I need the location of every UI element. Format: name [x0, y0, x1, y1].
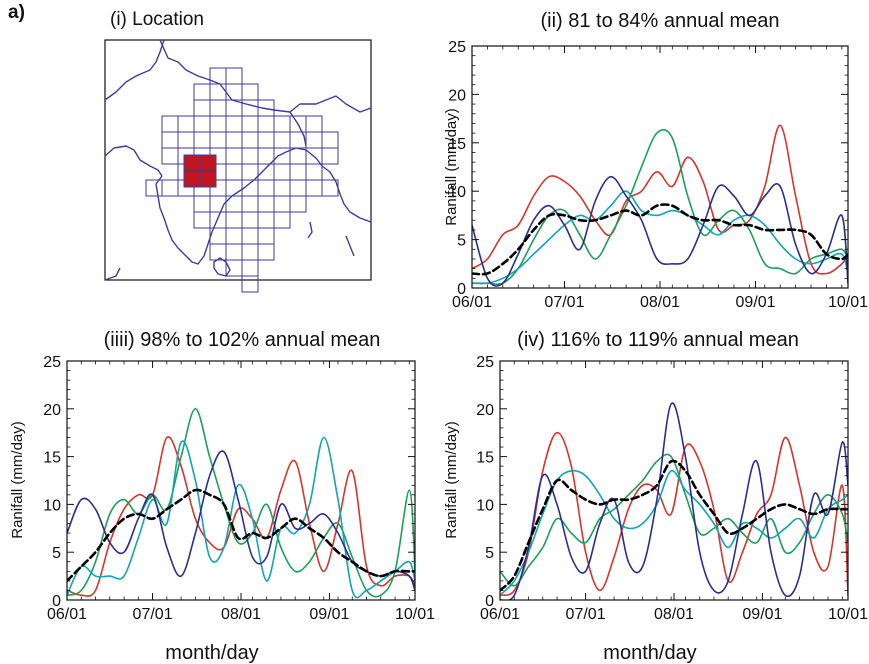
- x-axis-label-iii: month/day: [165, 642, 258, 664]
- selected-grid-box: [199, 154, 217, 172]
- y-tick-label: 15: [476, 450, 494, 467]
- grid-box: [241, 275, 259, 293]
- x-tick-label: 10/01: [395, 606, 435, 623]
- grid-box: [257, 243, 275, 261]
- coastline-path: [104, 145, 163, 177]
- plot-frame: [471, 45, 849, 289]
- y-tick-label: 0: [52, 593, 61, 610]
- y-tick-label: 20: [448, 87, 466, 104]
- chart-title: (ii) 81 to 84% annual mean: [540, 10, 779, 32]
- grid-box: [289, 195, 307, 213]
- coastline-map: [104, 39, 372, 281]
- coastline-path: [104, 267, 121, 281]
- series-line-navy: [500, 402, 848, 600]
- grid-box: [321, 179, 339, 197]
- x-tick-label: 07/01: [133, 606, 173, 623]
- x-tick-label: 10/01: [828, 294, 868, 311]
- y-tick-label: 15: [43, 450, 61, 467]
- x-tick-label: 08/01: [640, 294, 680, 311]
- y-tick-label: 25: [476, 354, 494, 371]
- y-tick-label: 15: [448, 136, 466, 153]
- x-tick-label: 07/01: [566, 606, 606, 623]
- series-group: [472, 124, 848, 287]
- y-axis-label: Ranifall (mm/day): [443, 421, 460, 539]
- y-axis-label: Ranifall (mm/day): [9, 421, 26, 539]
- series-line-green: [67, 408, 415, 598]
- y-tick-label: 0: [485, 593, 494, 610]
- x-tick-label: 08/01: [654, 606, 694, 623]
- panel-tag: a): [8, 2, 25, 23]
- x-tick-label: 06/01: [480, 606, 520, 623]
- series-line-teal: [472, 190, 848, 285]
- grid-box: [305, 115, 323, 133]
- x-tick-label: 09/01: [309, 606, 349, 623]
- x-tick-label: 07/01: [544, 294, 584, 311]
- y-tick-label: 5: [457, 233, 466, 250]
- selected-grid-box: [183, 154, 201, 172]
- x-tick-label: 08/01: [221, 606, 261, 623]
- plot-frame: [66, 360, 416, 601]
- series-line-red: [472, 124, 848, 275]
- chart-title: (iiii) 98% to 102% annual mean: [104, 329, 381, 351]
- y-tick-label: 0: [457, 281, 466, 298]
- series-line-mean: [472, 203, 848, 276]
- y-axis-label: Ranifall (mm/day): [443, 108, 460, 226]
- y-tick-label: 20: [476, 402, 494, 419]
- location-map-title: (i) Location: [110, 9, 204, 30]
- selected-region-boxes: [183, 154, 217, 188]
- chart-title: (iv) 116% to 119% annual mean: [517, 329, 799, 351]
- series-line-red: [500, 431, 848, 597]
- series-line-mean: [67, 488, 415, 583]
- plot-frame: [499, 360, 849, 601]
- series-line-green: [472, 128, 848, 286]
- coastline-path: [289, 111, 307, 147]
- selected-grid-box: [183, 170, 201, 188]
- selected-grid-box: [199, 170, 217, 188]
- series-group: [67, 408, 415, 599]
- coastline-path: [345, 235, 355, 257]
- coastline-path: [104, 39, 165, 101]
- coastline-path: [155, 147, 372, 265]
- rainfall-chart-iv: (iv) 116% to 119% annual mean Ranifall (m…: [443, 329, 868, 623]
- y-tick-label: 5: [52, 545, 61, 562]
- x-tick-label: 09/01: [742, 606, 782, 623]
- series-line-red: [67, 435, 415, 597]
- coastline-path: [213, 257, 231, 277]
- x-tick-label: 09/01: [736, 294, 776, 311]
- x-tick-label: 06/01: [452, 294, 492, 311]
- x-tick-label: 10/01: [828, 606, 868, 623]
- coastline-path: [159, 39, 372, 113]
- y-tick-label: 10: [43, 497, 61, 514]
- series-group: [500, 402, 848, 600]
- y-tick-label: 5: [485, 545, 494, 562]
- location-map-panel: (i) Location: [104, 9, 372, 293]
- y-tick-label: 10: [448, 184, 466, 201]
- y-tick-label: 25: [43, 354, 61, 371]
- coastline-path: [307, 221, 313, 239]
- grid-box: [273, 211, 291, 229]
- y-tick-label: 10: [476, 497, 494, 514]
- x-axis-label-iv: month/day: [603, 642, 696, 664]
- grid-box: [321, 131, 339, 149]
- series-line-mean: [500, 459, 848, 592]
- rainfall-chart-iii: (iiii) 98% to 102% annual mean Ranifall (…: [9, 329, 435, 623]
- series-line-green: [500, 453, 848, 587]
- y-tick-label: 20: [43, 402, 61, 419]
- series-line-teal: [67, 436, 415, 599]
- rainfall-chart-ii: (ii) 81 to 84% annual mean Ranifall (mm/d…: [443, 10, 868, 311]
- series-line-navy: [472, 175, 848, 287]
- location-map-frame: [104, 39, 372, 281]
- y-tick-label: 25: [448, 39, 466, 56]
- x-tick-label: 06/01: [47, 606, 87, 623]
